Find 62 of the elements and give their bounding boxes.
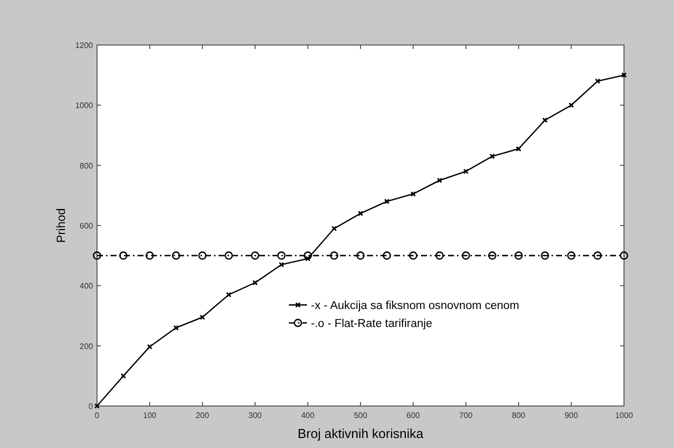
point [516, 146, 522, 152]
point [568, 102, 574, 108]
point [488, 251, 496, 260]
y-tick-label: 400 [80, 282, 94, 291]
legend-label: -.o - Flat-Rate tarifiranje [310, 318, 432, 330]
point [356, 251, 365, 260]
point [490, 154, 495, 160]
point [146, 251, 154, 260]
x-axis-title: Broj aktivnih korisnika [298, 426, 424, 441]
x-tick-label: 500 [354, 411, 368, 420]
point [542, 117, 548, 123]
legend-label: -x - Aukcija sa fiksnom osnovnom cenom [310, 300, 520, 312]
y-tick-label: 1000 [75, 101, 94, 110]
point [436, 178, 442, 184]
point [382, 251, 391, 260]
y-axis-title: Prihod [54, 208, 68, 243]
point [200, 314, 206, 320]
point [620, 251, 628, 260]
point [304, 251, 312, 260]
point [119, 251, 128, 260]
x-tick-label: 600 [406, 411, 420, 420]
point [226, 292, 232, 298]
point [252, 280, 258, 286]
point [330, 251, 338, 260]
point [594, 78, 600, 84]
point [462, 251, 470, 260]
point [514, 251, 523, 260]
point [358, 210, 364, 216]
point [198, 251, 207, 260]
point [224, 251, 233, 260]
point [435, 251, 444, 260]
x-tick-label: 700 [459, 411, 474, 420]
point [277, 251, 286, 260]
point [173, 325, 179, 331]
y-tick-label: 800 [80, 161, 94, 170]
point [172, 251, 180, 260]
point [409, 251, 418, 260]
point [146, 344, 152, 350]
point [540, 251, 550, 260]
y-tick-label: 0 [88, 402, 94, 411]
point [92, 251, 102, 260]
point [305, 256, 311, 262]
x-tick-label: 200 [196, 411, 210, 420]
x-tick-label: 300 [248, 411, 262, 420]
point [463, 168, 469, 174]
point [331, 226, 337, 232]
y-tick-label: 1200 [75, 41, 94, 50]
point [278, 262, 284, 268]
point [250, 251, 260, 260]
y-tick-label: 600 [80, 222, 94, 230]
y-tick-label: 200 [80, 342, 94, 351]
x-tick-label: 100 [143, 411, 157, 420]
x-tick-label: 400 [301, 411, 316, 420]
point [384, 198, 390, 204]
point [120, 373, 126, 379]
x-tick-label: 800 [512, 411, 526, 420]
x-tick-label: 900 [564, 411, 579, 420]
x-tick-label: 1000 [615, 411, 634, 420]
point [594, 251, 602, 260]
x-tick-label: 0 [94, 411, 100, 420]
point [410, 191, 416, 197]
point [567, 251, 576, 260]
